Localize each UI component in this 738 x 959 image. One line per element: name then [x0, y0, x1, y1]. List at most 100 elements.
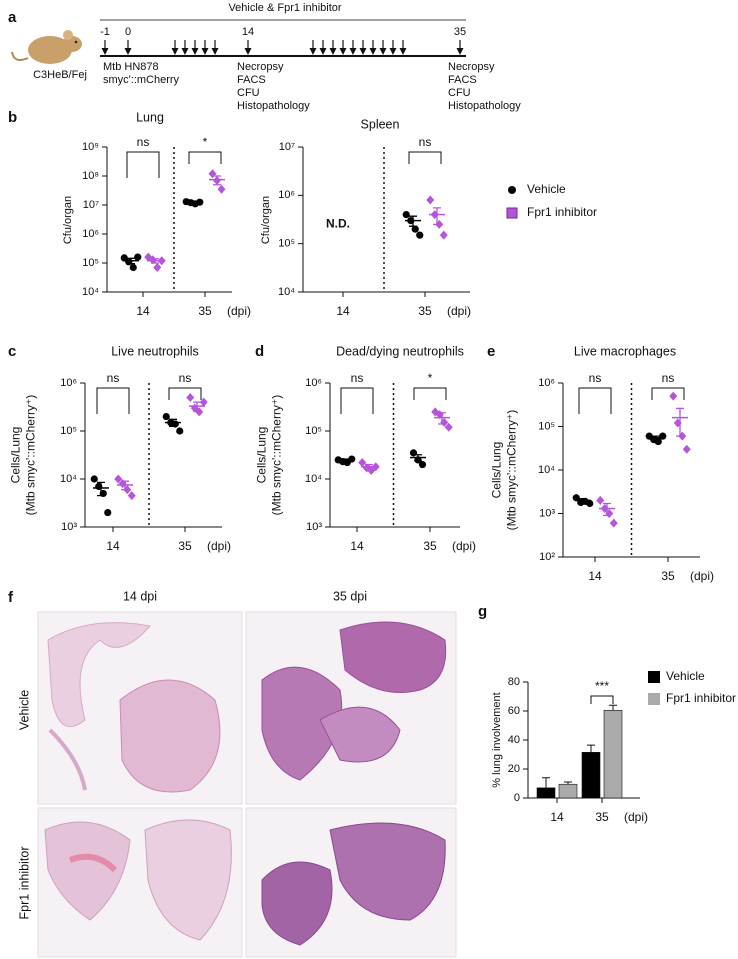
y-tick-label: 20: [508, 763, 520, 775]
y-axis-label: (Mtb smyc'::mCherry⁺): [270, 395, 284, 516]
y-tick-label: 10³: [306, 521, 322, 533]
chart-title: Live neutrophils: [111, 344, 199, 358]
significance-label: ns: [179, 371, 192, 385]
data-point: [402, 210, 410, 219]
significance-bracket: [188, 151, 222, 164]
x-tick-label: 35: [198, 304, 212, 318]
y-tick-label: 10⁶: [82, 228, 99, 240]
category-note: N.D.: [326, 217, 350, 231]
timepoint-label: 35: [454, 26, 466, 38]
y-axis-label: Cfu/organ: [62, 196, 74, 244]
data-point: [348, 455, 356, 463]
y-axis-label: (Mtb smyc'::mCherry⁺): [24, 395, 38, 516]
y-tick-label: 10⁴: [278, 286, 295, 298]
timepoint-label: 0: [125, 26, 131, 38]
panel-letter: d: [255, 343, 264, 360]
readout: Necropsy: [237, 61, 284, 73]
data-point: [596, 495, 605, 505]
bar: [603, 709, 623, 799]
bar: [558, 783, 578, 799]
significance-label: ns: [351, 371, 364, 385]
panel-letter: e: [487, 343, 495, 360]
x-tick-label: 14: [136, 304, 150, 318]
data-point: [129, 263, 137, 272]
error-bar: [213, 175, 221, 186]
chart-title: Spleen: [361, 117, 400, 131]
readout: FACS: [237, 74, 266, 86]
error-bar: [193, 401, 201, 412]
legend-label: Vehicle: [527, 182, 566, 196]
y-tick-label: 10⁶: [305, 377, 322, 389]
timepoint-label: 14: [242, 26, 254, 38]
data-point: [199, 397, 208, 407]
y-tick-label: 80: [508, 676, 520, 688]
data-point: [572, 494, 580, 502]
data-point: [609, 518, 618, 528]
legend-marker: [648, 671, 660, 683]
timepoint-arrow: [124, 48, 132, 55]
y-tick-label: 10⁴: [60, 473, 77, 485]
timepoint-label: -1: [100, 26, 110, 38]
x-tick-label: 35: [595, 810, 609, 824]
error-bar: [341, 458, 349, 464]
dose-arrow: [339, 48, 347, 55]
error-bar: [564, 781, 572, 785]
data-point: [411, 225, 419, 233]
data-point: [416, 231, 424, 239]
y-axis-label: Cells/Lung: [9, 427, 23, 484]
y-tick-label: 10⁷: [83, 199, 99, 211]
mouse-icon: [11, 30, 82, 64]
significance-bracket: [578, 387, 612, 414]
significance-label: ns: [662, 371, 675, 385]
panel-letter: b: [8, 109, 17, 126]
data-point: [358, 458, 367, 468]
column-label: 14 dpi: [123, 589, 157, 603]
error-bar: [409, 215, 417, 227]
panel-letter: f: [8, 589, 14, 606]
significance-bracket: [340, 387, 374, 414]
y-tick-label: 10⁹: [82, 141, 99, 153]
data-point: [444, 422, 453, 432]
y-tick-label: 10⁷: [279, 141, 295, 153]
row-label: Vehicle: [17, 690, 31, 730]
dose-arrow: [211, 48, 219, 55]
y-tick-label: 10²: [539, 551, 555, 563]
legend-label: Vehicle: [666, 669, 705, 683]
timepoint-arrow: [101, 48, 109, 55]
readout: CFU: [448, 87, 471, 99]
data-point: [127, 491, 136, 501]
legend-marker: [508, 186, 516, 194]
legend-label: Fpr1 inhibitor: [527, 205, 597, 219]
y-tick-label: 10⁴: [82, 286, 99, 298]
x-axis-label: (dpi): [207, 539, 231, 553]
significance-label: ns: [107, 371, 120, 385]
y-tick-label: 40: [508, 734, 520, 746]
readout: CFU: [237, 87, 260, 99]
treatment-label: Vehicle & Fpr1 inhibitor: [228, 2, 341, 14]
dose-arrow: [379, 48, 387, 55]
dose-arrow: [329, 48, 337, 55]
data-point: [134, 253, 142, 261]
error-bar: [587, 744, 595, 753]
x-axis-label: (dpi): [690, 569, 714, 583]
y-axis-label: (Mtb smyc'::mCherry⁺): [505, 410, 519, 531]
data-point: [426, 195, 435, 205]
panel-letter: c: [8, 343, 16, 360]
y-axis-label: % lung involvement: [491, 692, 503, 787]
data-point: [90, 475, 98, 483]
x-tick-label: 35: [418, 304, 432, 318]
histology-image: [245, 611, 457, 805]
y-tick-label: 10⁵: [60, 425, 77, 437]
data-point: [659, 432, 667, 440]
histology-image: [245, 807, 457, 958]
dose-arrow: [349, 48, 357, 55]
x-axis-label: (dpi): [447, 304, 471, 318]
error-bar: [542, 777, 550, 788]
dose-arrow: [181, 48, 189, 55]
data-point: [669, 391, 678, 401]
significance-label: *: [428, 371, 433, 385]
significance-bracket: [408, 151, 442, 164]
legend-marker: [506, 207, 518, 219]
x-tick-label: 14: [588, 569, 602, 583]
